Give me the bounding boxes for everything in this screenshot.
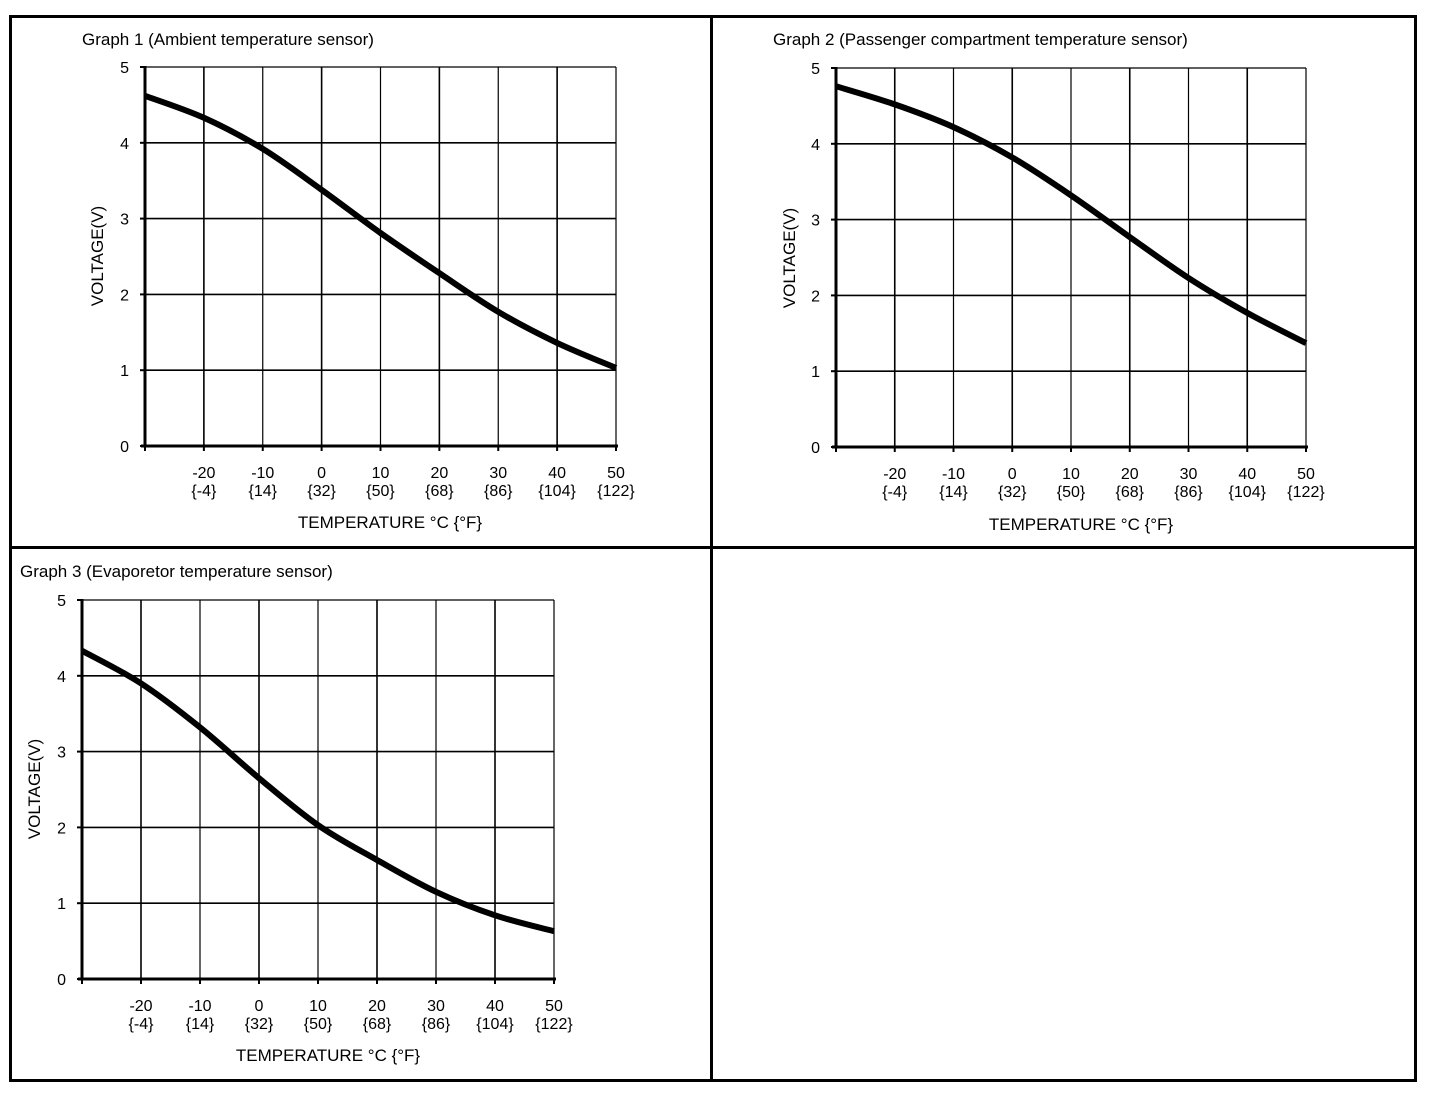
x-tick-label-celsius: 50 xyxy=(607,465,625,482)
x-tick-label-celsius: 20 xyxy=(1121,466,1139,483)
x-tick-label-fahrenheit: {68} xyxy=(1116,484,1145,501)
series-line xyxy=(80,648,555,935)
x-tick-label-fahrenheit: {14} xyxy=(186,1016,215,1033)
x-tick-label-fahrenheit: {104} xyxy=(1229,484,1267,501)
graph-1-ambient-sensor: Graph 1 (Ambient temperature sensor) VOL… xyxy=(82,30,635,532)
series-line xyxy=(835,83,1308,346)
x-tick-label-fahrenheit: {68} xyxy=(363,1016,392,1033)
x-tick-label-fahrenheit: {86} xyxy=(422,1016,451,1033)
chart-title: Graph 1 (Ambient temperature sensor) xyxy=(82,30,374,49)
x-tick-label-celsius: 10 xyxy=(1062,466,1080,483)
chart-title: Graph 2 (Passenger compartment temperatu… xyxy=(773,30,1188,49)
x-tick-label-fahrenheit: {86} xyxy=(1174,484,1203,501)
y-tick-label: 0 xyxy=(811,440,820,457)
x-tick-label-celsius: 40 xyxy=(548,465,566,482)
x-tick-label-celsius: 0 xyxy=(255,998,264,1015)
x-tick-label-celsius: -10 xyxy=(188,998,211,1015)
y-tick-label: 5 xyxy=(811,61,820,78)
y-tick-label: 3 xyxy=(57,745,66,762)
x-tick-label-fahrenheit: {122} xyxy=(535,1016,573,1033)
x-tick-label-celsius: 30 xyxy=(1180,466,1198,483)
y-tick-label: 2 xyxy=(57,820,66,837)
y-tick-label: 3 xyxy=(811,213,820,230)
y-tick-label: 4 xyxy=(811,137,820,154)
x-tick-label-fahrenheit: {122} xyxy=(1287,484,1325,501)
x-tick-label-celsius: 30 xyxy=(427,998,445,1015)
x-tick-label-fahrenheit: {68} xyxy=(425,483,454,500)
x-tick-label-fahrenheit: {32} xyxy=(245,1016,274,1033)
x-tick-label-fahrenheit: {14} xyxy=(249,483,278,500)
y-tick-label: 4 xyxy=(120,136,129,153)
y-tick-label: 1 xyxy=(57,896,66,913)
graph-2-passenger-compartment-sensor: Graph 2 (Passenger compartment temperatu… xyxy=(773,30,1325,534)
x-axis-label: TEMPERATURE °C {°F} xyxy=(236,1046,421,1065)
y-tick-label: 5 xyxy=(57,593,66,610)
empty-quadrant xyxy=(713,549,1411,1076)
x-tick-label-fahrenheit: {104} xyxy=(538,483,576,500)
x-tick-label-fahrenheit: {14} xyxy=(939,484,968,501)
y-tick-label: 1 xyxy=(811,364,820,381)
x-tick-label-fahrenheit: {-4} xyxy=(882,484,908,501)
x-tick-label-celsius: 20 xyxy=(368,998,386,1015)
y-tick-label: 3 xyxy=(120,212,129,229)
y-axis-label: VOLTAGE(V) xyxy=(25,739,44,839)
x-tick-label-celsius: 20 xyxy=(430,465,448,482)
x-tick-label-celsius: -10 xyxy=(251,465,274,482)
x-tick-label-celsius: 10 xyxy=(372,465,390,482)
x-tick-label-fahrenheit: {32} xyxy=(307,483,336,500)
series-line xyxy=(143,92,618,371)
x-tick-label-celsius: 30 xyxy=(489,465,507,482)
y-axis-label: VOLTAGE(V) xyxy=(88,206,107,306)
chart-title: Graph 3 (Evaporetor temperature sensor) xyxy=(20,562,333,581)
plot-area: 012345-20{-4}-10{14}0{32}10{50}20{68}30{… xyxy=(811,61,1325,501)
x-tick-label-celsius: 0 xyxy=(317,465,326,482)
x-tick-label-celsius: 10 xyxy=(309,998,327,1015)
x-tick-label-fahrenheit: {104} xyxy=(476,1016,514,1033)
x-tick-label-celsius: -10 xyxy=(942,466,965,483)
y-axis-label: VOLTAGE(V) xyxy=(780,208,799,308)
x-tick-label-celsius: 0 xyxy=(1008,466,1017,483)
y-tick-label: 1 xyxy=(120,363,129,380)
x-tick-label-celsius: 50 xyxy=(545,998,563,1015)
x-tick-label-celsius: 50 xyxy=(1297,466,1315,483)
x-axis-label: TEMPERATURE °C {°F} xyxy=(989,515,1174,534)
x-tick-label-fahrenheit: {-4} xyxy=(191,483,217,500)
x-axis-label: TEMPERATURE °C {°F} xyxy=(298,513,483,532)
x-tick-label-fahrenheit: {122} xyxy=(597,483,635,500)
plot-area: 012345-20{-4}-10{14}0{32}10{50}20{68}30{… xyxy=(120,60,635,500)
x-tick-label-celsius: 40 xyxy=(486,998,504,1015)
x-tick-label-fahrenheit: {50} xyxy=(1057,484,1086,501)
x-tick-label-fahrenheit: {32} xyxy=(998,484,1027,501)
y-tick-label: 5 xyxy=(120,60,129,77)
plot-area: 012345-20{-4}-10{14}0{32}10{50}20{68}30{… xyxy=(57,593,573,1033)
y-tick-label: 2 xyxy=(120,287,129,304)
y-tick-label: 4 xyxy=(57,669,66,686)
x-tick-label-fahrenheit: {50} xyxy=(304,1016,333,1033)
x-tick-label-celsius: 40 xyxy=(1238,466,1256,483)
y-tick-label: 0 xyxy=(57,972,66,989)
x-tick-label-celsius: -20 xyxy=(883,466,906,483)
x-tick-label-fahrenheit: {-4} xyxy=(129,1016,155,1033)
graph-3-evaporator-sensor: Graph 3 (Evaporetor temperature sensor) … xyxy=(20,562,573,1065)
x-tick-label-fahrenheit: {50} xyxy=(366,483,395,500)
y-tick-label: 2 xyxy=(811,288,820,305)
x-tick-label-fahrenheit: {86} xyxy=(484,483,513,500)
x-tick-label-celsius: -20 xyxy=(129,998,152,1015)
x-tick-label-celsius: -20 xyxy=(192,465,215,482)
horizontal-divider xyxy=(9,546,1417,549)
y-tick-label: 0 xyxy=(120,439,129,456)
